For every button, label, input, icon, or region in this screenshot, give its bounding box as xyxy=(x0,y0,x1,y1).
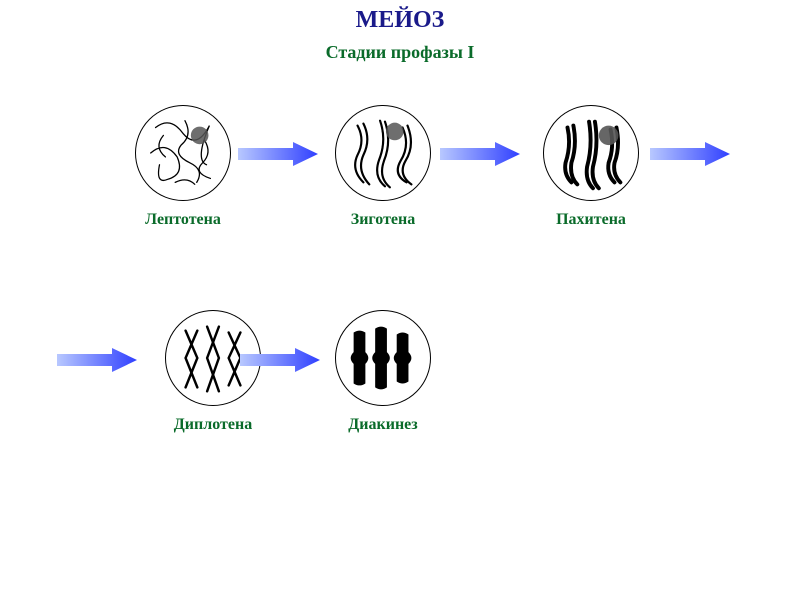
cell-diakinesis xyxy=(335,310,431,406)
stage-leptotene: Лептотена xyxy=(135,105,231,229)
subtitle: Стадии профазы I xyxy=(0,42,800,63)
label-zygotene: Зиготена xyxy=(351,211,416,229)
label-pachytene: Пахитена xyxy=(556,211,626,229)
arrow-1 xyxy=(238,142,318,166)
diakinesis-icon xyxy=(336,310,430,406)
cell-pachytene xyxy=(543,105,639,201)
stage-zygotene: Зиготена xyxy=(335,105,431,229)
leptotene-icon xyxy=(136,105,230,201)
cell-zygotene xyxy=(335,105,431,201)
pachytene-icon xyxy=(544,105,638,201)
zygotene-icon xyxy=(336,105,430,201)
main-title: МЕЙОЗ xyxy=(0,7,800,34)
cell-leptotene xyxy=(135,105,231,201)
label-diplotene: Диплотена xyxy=(174,416,252,434)
label-leptotene: Лептотена xyxy=(145,211,221,229)
stage-diakinesis: Диакинез xyxy=(335,310,431,434)
label-diakinesis: Диакинез xyxy=(348,416,417,434)
stage-pachytene: Пахитена xyxy=(543,105,639,229)
arrow-4 xyxy=(57,348,137,372)
arrow-5 xyxy=(240,348,320,372)
arrow-3 xyxy=(650,142,730,166)
arrow-2 xyxy=(440,142,520,166)
stage-diplotene: Диплотена xyxy=(165,310,261,434)
